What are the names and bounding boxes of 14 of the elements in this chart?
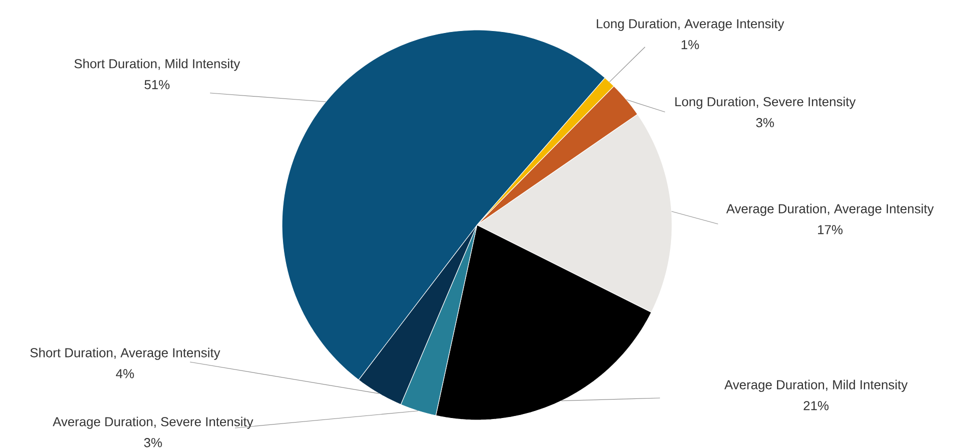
slice-label: Average Duration, Severe Intensity [52, 416, 254, 429]
data-label: 3% [756, 118, 774, 128]
slice-label: Long Duration, Average Intensity [596, 18, 784, 31]
slice-label: Long Duration, Severe Intensity [675, 96, 856, 109]
slice-label: Short Duration, Mild Intensity [74, 58, 240, 71]
data-label: 21% [804, 401, 829, 410]
slice-label: Short Duration, Average Intensity [30, 348, 220, 360]
slice-label: Average Duration, Mild Intensity [724, 380, 908, 392]
slice-label: Average Duration, Average Intensity [726, 204, 934, 216]
data-label: 3% [144, 438, 162, 448]
data-label: 51% [144, 80, 170, 90]
data-label: 4% [116, 369, 134, 378]
data-label: 17% [818, 225, 843, 234]
data-label: 1% [682, 40, 699, 50]
